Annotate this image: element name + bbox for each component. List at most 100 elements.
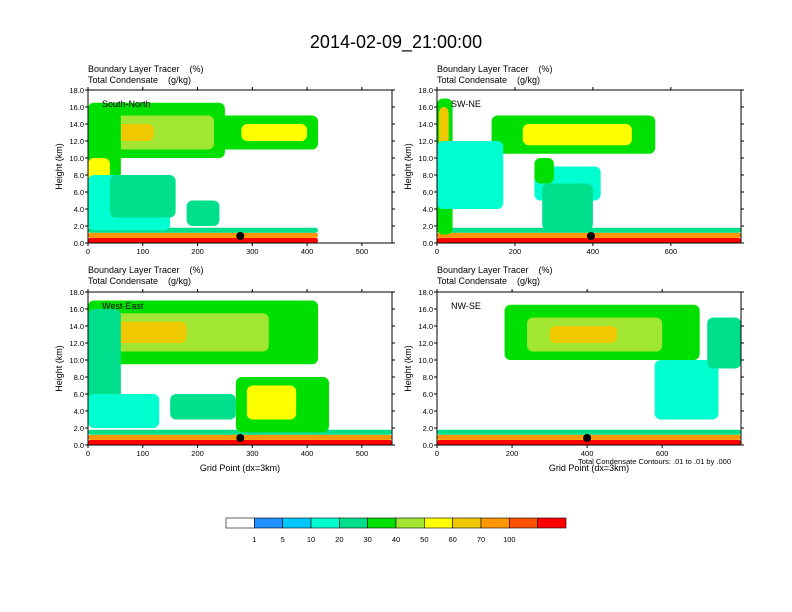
filled-region [437,141,504,209]
colorbar-bin [339,517,368,529]
colorbar-bin [452,517,482,529]
location-marker [583,434,592,442]
x-tick-label: 100 [137,449,150,458]
colorbar-bin [537,517,567,529]
figure-title: 2014-02-09_21:00:00 [309,32,483,52]
y-tick-label: 8.0 [74,373,84,382]
filled-region [707,317,741,369]
x-tick-label: 200 [509,247,522,256]
header-line-2: Total Condensate (g/kg) [437,276,541,286]
y-tick-label: 16.0 [69,103,84,112]
y-tick-label: 12.0 [69,137,84,146]
x-tick-label: 0 [86,247,90,256]
y-tick-label: 4.0 [74,407,84,416]
filled-region [241,124,308,141]
filled-region [542,183,593,231]
filled-region [437,227,741,233]
y-tick-label: 14.0 [69,322,84,331]
y-tick-label: 18.0 [418,86,433,95]
colorbar-bin [424,517,453,529]
y-tick-label: 4.0 [74,205,84,214]
y-tick-label: 2.0 [423,424,433,433]
y-tick-label: 0.0 [423,239,433,248]
y-tick-label: 0.0 [423,441,433,450]
y-tick-label: 8.0 [423,171,433,180]
x-tick-label: 300 [246,247,259,256]
y-tick-label: 16.0 [418,305,433,314]
x-tick-label: 0 [86,449,90,458]
y-tick-label: 16.0 [69,305,84,314]
x-tick-label: 400 [301,247,314,256]
x-tick-label: 600 [656,449,669,458]
colorbar-bin [480,517,510,529]
filled-region [88,394,160,428]
colorbar-bin [509,517,538,529]
x-tick-label: 400 [581,449,594,458]
y-tick-label: 10.0 [69,154,84,163]
colorbar-bin [254,517,283,529]
panel-west-east: 0 100 200 300 400 500 0.0 2.0 4.0 6.0 8.0 10.0 12.0 1… [54,288,395,473]
colorbar-bin [225,517,255,529]
x-axis-title: Grid Point (dx=3km) [200,463,280,473]
panel-header-south-north: Boundary Layer Tracer (%) Total Condensa… [88,64,204,86]
filled-region [88,237,319,243]
filled-region [109,175,176,218]
filled-region [534,158,554,184]
x-tick-label: 0 [435,247,439,256]
y-tick-label: 16.0 [418,103,433,112]
colorbar-label: 50 [420,535,428,544]
y-tick-label: 12.0 [418,137,433,146]
colorbar-label: 30 [363,535,371,544]
filled-region [437,439,741,445]
filled-region [246,385,297,420]
header-line-2: Total Condensate (g/kg) [88,75,192,85]
y-tick-label: 6.0 [74,188,84,197]
y-tick-label: 6.0 [423,390,433,399]
colorbar-label: 20 [335,535,343,544]
colorbar-label: 5 [281,535,285,544]
plot-frame [87,291,393,446]
plot-frame [87,89,393,244]
x-tick-label: 400 [301,449,314,458]
filled-region [437,429,741,435]
header-line-1: Boundary Layer Tracer (%) [88,265,204,275]
panel-header-nw-se: Boundary Layer Tracer (%) Total Condensa… [437,265,553,287]
header-line-2: Total Condensate (g/kg) [88,276,192,286]
filled-region [186,200,220,226]
x-tick-label: 400 [587,247,600,256]
filled-region [88,439,392,445]
y-tick-label: 4.0 [423,407,433,416]
panel-label: NW-SE [451,301,481,311]
filled-region [170,394,236,420]
x-tick-label: 500 [356,449,369,458]
y-tick-label: 6.0 [423,188,433,197]
x-tick-label: 300 [246,449,259,458]
contour-note: Total Condensate Contours: .01 to .01 by… [578,457,732,466]
header-line-2: Total Condensate (g/kg) [437,75,541,85]
colorbar-bin [282,517,312,529]
panel-label: West-East [102,301,144,311]
colorbar-label: 100 [503,535,516,544]
y-tick-label: 2.0 [74,222,84,231]
y-tick-label: 18.0 [69,288,84,297]
y-tick-label: 10.0 [418,356,433,365]
colorbar-label: 40 [392,535,400,544]
location-marker [586,232,595,240]
filled-region [522,124,632,146]
plot-frame [436,291,742,446]
y-tick-label: 18.0 [418,288,433,297]
colorbar: 1 5 10 20 30 40 50 60 70 100 [225,517,567,544]
colorbar-label: 1 [252,535,256,544]
colorbar-label: 60 [448,535,456,544]
y-tick-label: 18.0 [69,86,84,95]
colorbar-bin [367,517,397,529]
y-tick-label: 0.0 [74,441,84,450]
x-tick-label: 200 [191,247,204,256]
colorbar-bin [310,517,340,529]
plot-frame [436,89,742,244]
x-tick-label: 100 [137,247,150,256]
filled-region [88,232,319,238]
header-line-1: Boundary Layer Tracer (%) [437,64,553,74]
x-tick-label: 0 [435,449,439,458]
